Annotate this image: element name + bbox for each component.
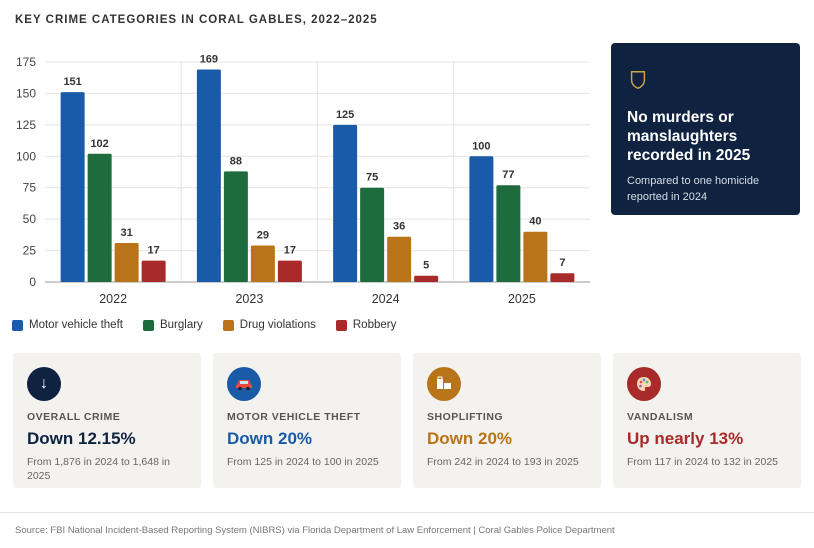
car-icon (227, 367, 261, 401)
card-label: VANDALISM (627, 411, 694, 423)
arrow-down-icon: ↓ (27, 367, 61, 401)
legend-label: Motor vehicle theft (29, 319, 123, 331)
legend-swatch (222, 319, 234, 331)
bar (550, 273, 575, 282)
data-label: 77 (502, 169, 514, 181)
data-label: 125 (336, 109, 354, 121)
data-label: 5 (423, 260, 429, 272)
murder-callout-panel: No murders or manslaughters recorded in … (611, 43, 800, 215)
bar (141, 260, 166, 282)
bar (60, 92, 85, 282)
card-headline: Down 20% (427, 429, 513, 448)
bar (333, 124, 358, 282)
card-detail: From 1,876 in 2024 to 1,648 in 2025 (27, 456, 171, 482)
legend-item-motor-vehicle-theft: Motor vehicle theft (12, 319, 123, 331)
bar (277, 260, 302, 282)
callout-subtext: Compared to one homicide reported in 202… (627, 175, 760, 203)
bar (469, 156, 494, 282)
card-headline: Up nearly 13% (627, 429, 744, 448)
x-tick-label: 2023 (235, 292, 263, 306)
bar (114, 243, 139, 282)
card-label: MOTOR VEHICLE THEFT (227, 411, 361, 423)
data-label: 75 (366, 172, 378, 184)
card-overall-crime: ↓ OVERALL CRIME Down 12.15% From 1,876 i… (13, 353, 201, 488)
legend-label: Robbery (352, 319, 397, 331)
bar (196, 69, 221, 283)
bar (250, 245, 275, 282)
bar (360, 187, 385, 282)
x-tick-label: 2022 (99, 292, 127, 306)
legend-item-robbery: Robbery (335, 319, 397, 331)
data-label: 169 (200, 54, 218, 66)
card-label: SHOPLIFTING (427, 411, 504, 423)
data-label: 7 (559, 257, 565, 269)
card-detail: From 125 in 2024 to 100 in 2025 (227, 456, 379, 468)
data-label: 36 (393, 221, 405, 233)
callout-heading: No murders or manslaughters recorded in … (627, 109, 751, 164)
y-tick-label: 50 (23, 212, 37, 226)
chart-title: KEY CRIME CATEGORIES IN CORAL GABLES, 20… (15, 14, 378, 26)
palette-icon (627, 367, 661, 401)
data-label: 17 (148, 245, 160, 257)
y-tick-label: 100 (16, 149, 36, 163)
data-label: 40 (529, 216, 541, 228)
stat-cards: ↓ OVERALL CRIME Down 12.15% From 1,876 i… (13, 353, 801, 488)
data-label: 17 (284, 245, 296, 257)
bar (223, 171, 248, 282)
legend-label: Drug violations (239, 319, 316, 331)
card-label: OVERALL CRIME (27, 411, 121, 423)
y-tick-label: 150 (16, 86, 36, 100)
bar (523, 231, 548, 282)
card-motor-vehicle-theft: MOTOR VEHICLE THEFT Down 20% From 125 in… (213, 353, 401, 488)
data-label: 100 (472, 140, 490, 152)
card-headline: Down 20% (227, 429, 313, 448)
shield-icon (630, 71, 646, 90)
shopping-bag-icon (427, 367, 461, 401)
card-shoplifting: SHOPLIFTING Down 20% From 242 in 2024 to… (413, 353, 601, 488)
card-headline: Down 12.15% (27, 429, 136, 448)
card-detail: From 117 in 2024 to 132 in 2025 (627, 456, 778, 468)
legend-item-drug-violations: Drug violations (222, 319, 316, 331)
legend-label: Burglary (159, 319, 203, 331)
bar-chart: 0255075100125150175151102311720221698829… (16, 54, 590, 306)
y-tick-label: 0 (29, 275, 36, 289)
bar (87, 153, 112, 282)
bar (387, 236, 412, 282)
chart-legend: Motor vehicle theft Burglary Drug violat… (12, 319, 396, 331)
legend-swatch (335, 319, 347, 331)
x-tick-label: 2024 (372, 292, 400, 306)
legend-swatch (12, 319, 23, 331)
legend-swatch (142, 319, 154, 331)
y-tick-label: 175 (16, 55, 36, 69)
y-tick-label: 125 (16, 118, 36, 132)
card-vandalism: VANDALISM Up nearly 13% From 117 in 2024… (613, 353, 801, 488)
y-tick-label: 25 (23, 244, 37, 258)
x-tick-label: 2025 (508, 292, 536, 306)
y-tick-label: 75 (23, 181, 37, 195)
bar (414, 275, 439, 282)
data-label: 31 (121, 227, 133, 239)
card-detail: From 242 in 2024 to 193 in 2025 (427, 456, 579, 468)
source-footer: Source: FBI National Incident-Based Repo… (15, 525, 615, 536)
data-label: 102 (90, 138, 108, 150)
data-label: 29 (257, 230, 269, 242)
bar (496, 185, 521, 282)
data-label: 151 (63, 76, 81, 88)
footer-divider (0, 512, 814, 513)
legend-item-burglary: Burglary (142, 319, 203, 331)
data-label: 88 (230, 155, 242, 167)
